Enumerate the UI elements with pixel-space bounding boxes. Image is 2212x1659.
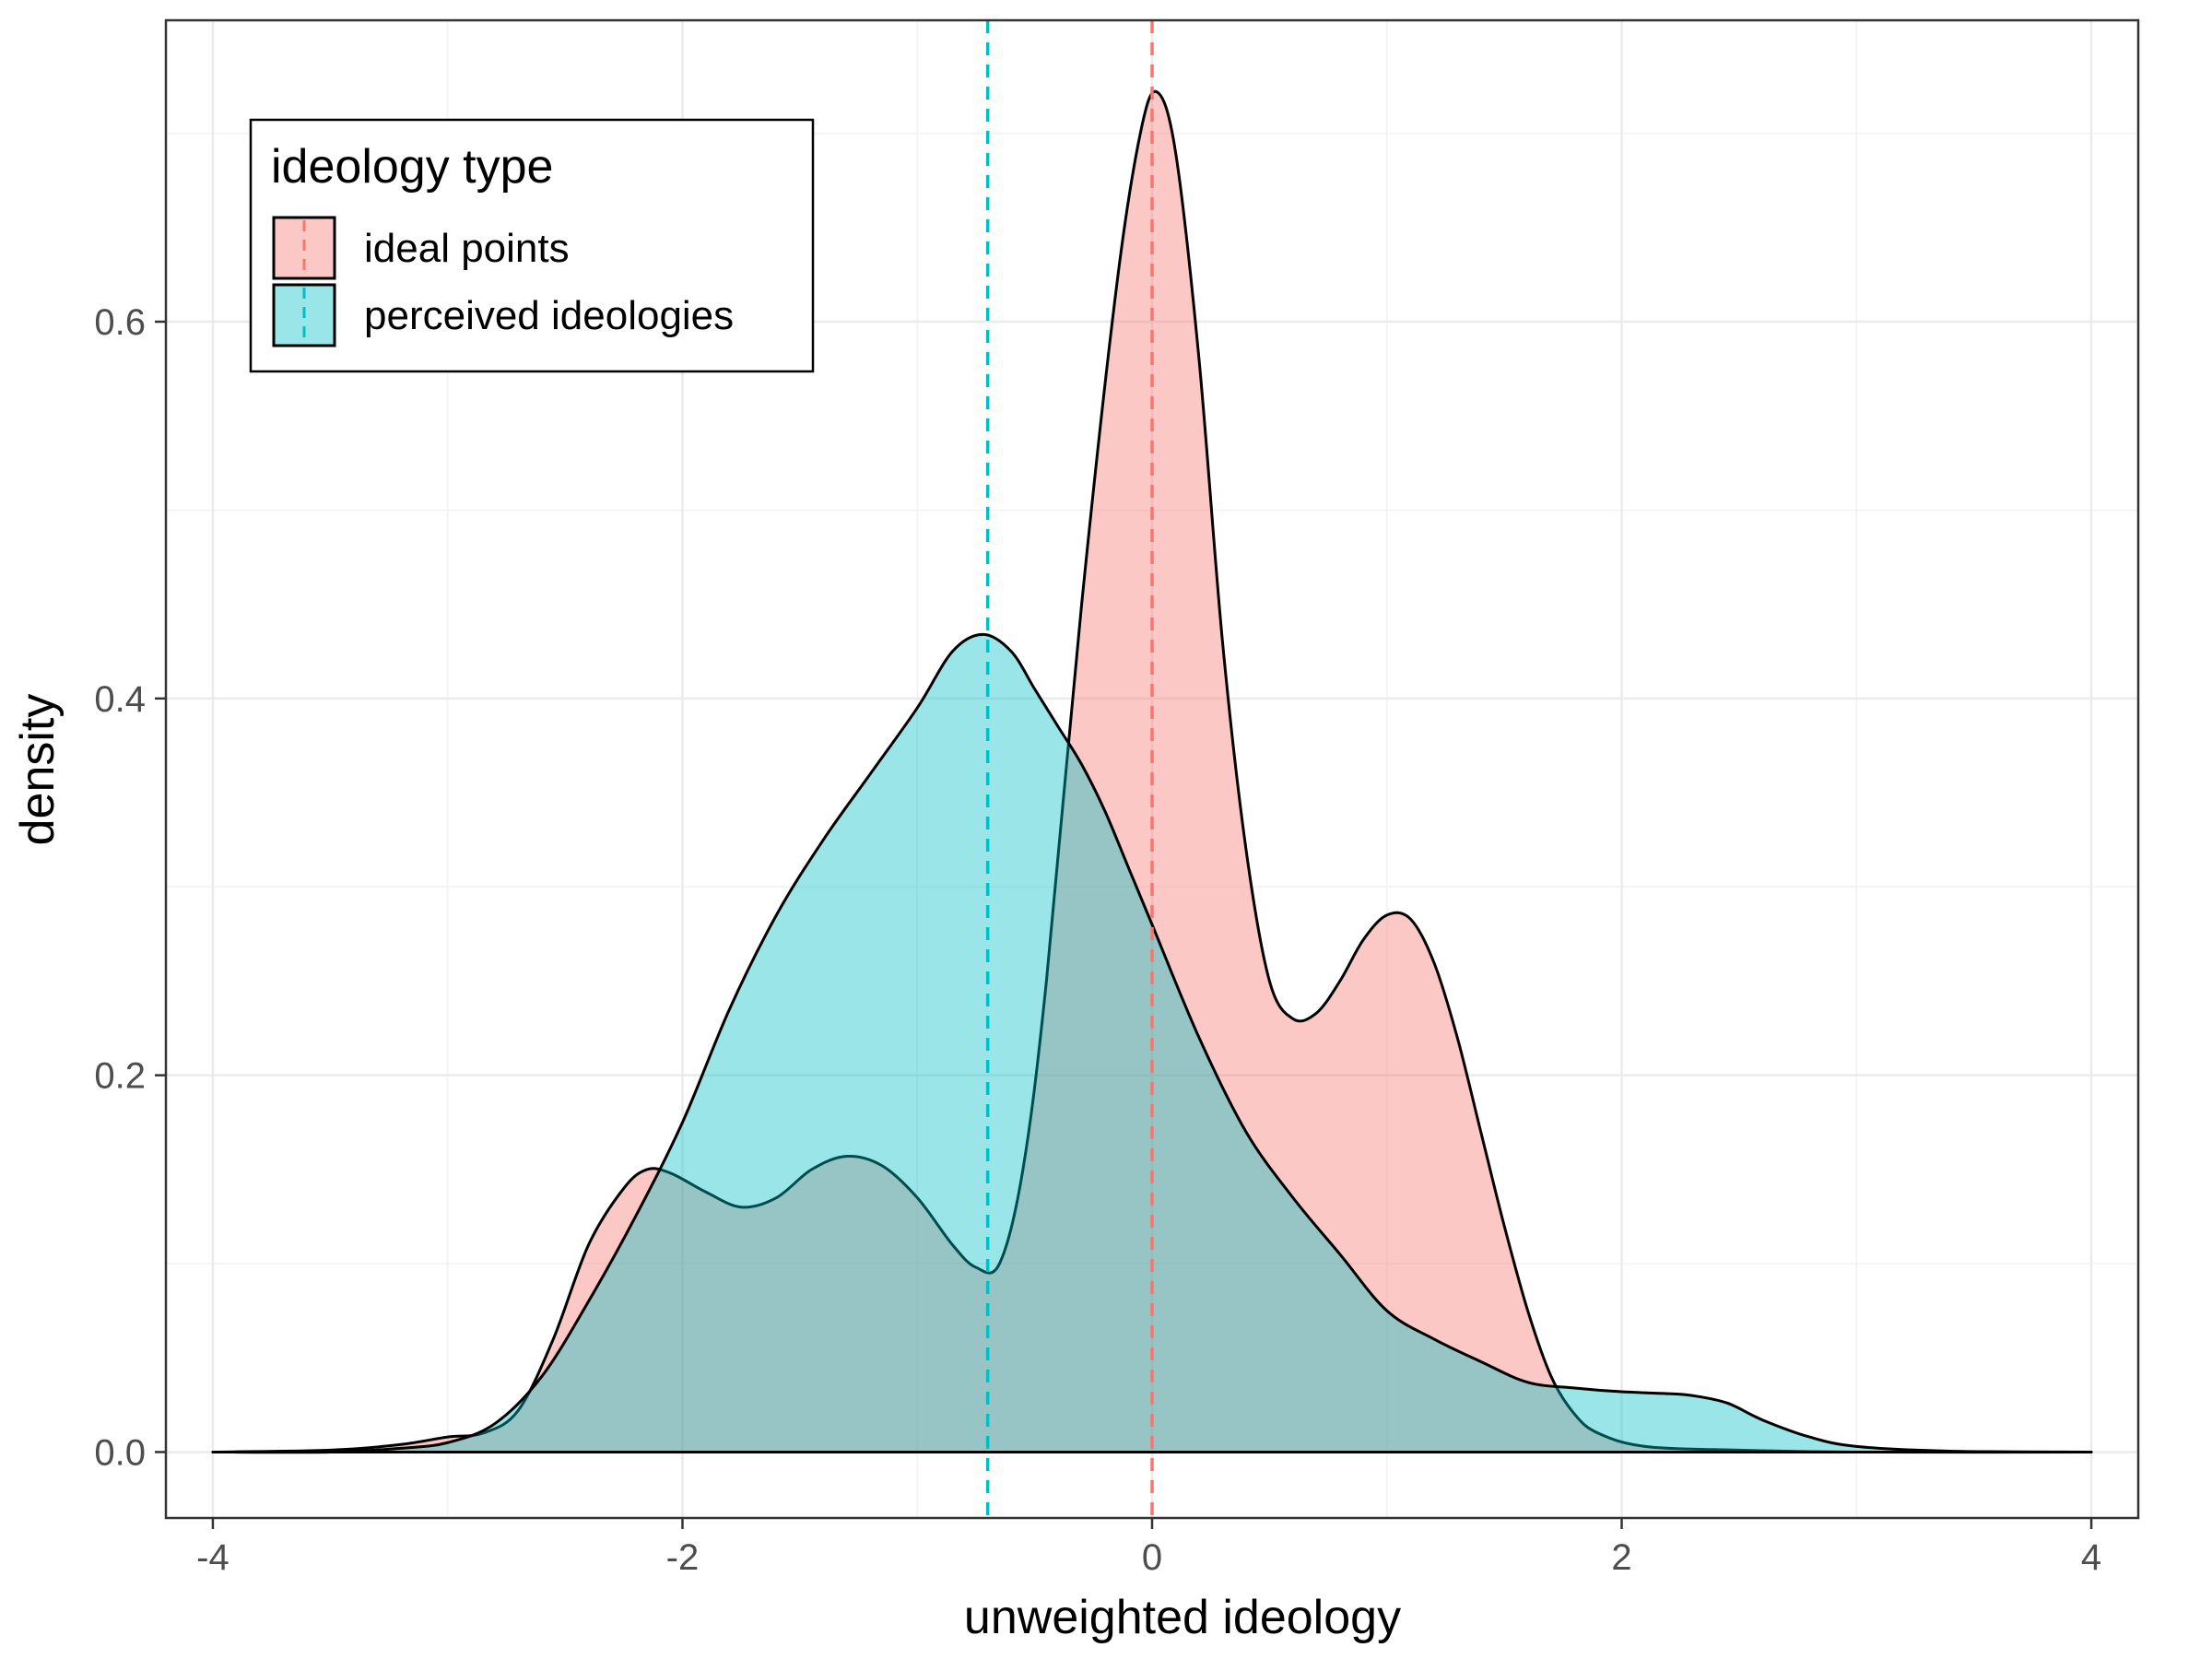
legend: ideology type ideal points perceived ideo… <box>249 118 815 373</box>
x-axis: -4 -2 0 2 4 <box>196 1518 2101 1578</box>
legend-label-perceived-ideologies: perceived ideologies <box>364 293 734 338</box>
mean-lines <box>985 20 1154 1518</box>
legend-items: ideal points perceived ideologies <box>272 216 734 347</box>
density-area-ideal-points <box>211 89 2093 1454</box>
y-tick-label: 0.0 <box>94 1432 146 1473</box>
x-tick-label: 0 <box>1142 1537 1162 1578</box>
y-axis-title: density <box>11 694 65 846</box>
legend-box <box>249 118 815 373</box>
y-tick-label: 0.6 <box>94 302 146 343</box>
x-tick-label: -4 <box>196 1537 229 1578</box>
y-axis: 0.0 0.2 0.4 0.6 <box>94 302 166 1473</box>
y-tick-label: 0.2 <box>94 1056 146 1097</box>
legend-title: ideology type <box>271 140 553 194</box>
x-tick-label: 4 <box>2081 1537 2101 1578</box>
legend-label-ideal-points: ideal points <box>364 226 570 271</box>
x-axis-title: unweighted ideology <box>964 1591 1401 1644</box>
x-tick-label: -2 <box>666 1537 700 1578</box>
x-tick-label: 2 <box>1611 1537 1631 1578</box>
y-tick-label: 0.4 <box>94 679 146 720</box>
